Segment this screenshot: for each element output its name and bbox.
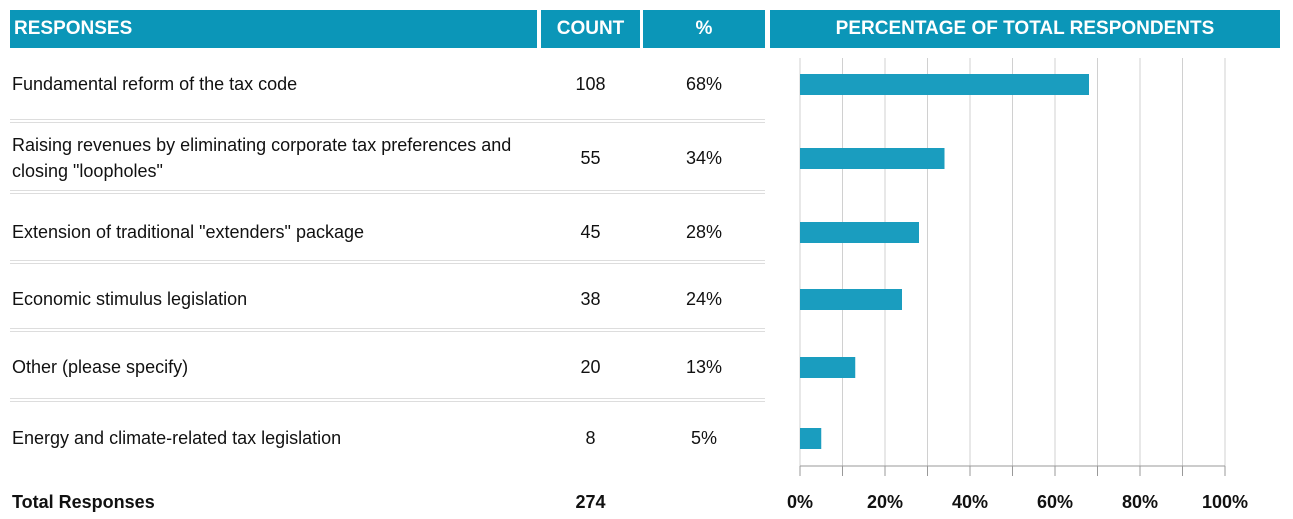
total-count: 274	[575, 492, 606, 512]
percent-cell: 34%	[685, 148, 723, 168]
count-cell: 45	[580, 222, 601, 242]
header-responses: RESPONSES	[10, 10, 537, 48]
header-count: COUNT	[541, 10, 640, 48]
row-separator	[10, 119, 765, 123]
count-cell: 38	[580, 289, 601, 309]
chart-title: PERCENTAGE OF TOTAL RESPONDENTS	[770, 10, 1280, 48]
total-label: Total Responses	[12, 492, 155, 512]
percent-cell: 5%	[690, 428, 717, 448]
row-separator	[10, 398, 765, 402]
header-percent: %	[643, 10, 765, 48]
count-cell: 20	[580, 357, 601, 377]
count-cell: 108	[575, 74, 606, 94]
x-tick-label: 0%	[787, 492, 813, 512]
response-label: Fundamental reform of the tax code	[12, 74, 298, 94]
x-tick-label: 100%	[1202, 492, 1248, 512]
bar	[800, 289, 902, 310]
bar	[800, 74, 1089, 95]
percent-cell: 13%	[685, 357, 723, 377]
row-separator	[10, 260, 765, 264]
x-tick-label: 20%	[867, 492, 903, 512]
bar	[800, 357, 856, 378]
response-label: Raising revenues by eliminating corporat…	[12, 135, 512, 181]
response-label: Extension of traditional "extenders" pac…	[12, 222, 364, 242]
response-label: Energy and climate-related tax legislati…	[12, 428, 342, 448]
x-tick-label: 80%	[1122, 492, 1158, 512]
count-cell: 55	[580, 148, 601, 168]
percent-cell: 28%	[685, 222, 723, 242]
bar	[800, 222, 919, 243]
row-separator	[10, 328, 765, 332]
x-tick-label: 40%	[952, 492, 988, 512]
count-cell: 8	[585, 428, 596, 448]
percent-cell: 68%	[685, 74, 723, 94]
row-separator	[10, 190, 765, 194]
response-label: Economic stimulus legislation	[12, 289, 248, 309]
bar	[800, 428, 822, 449]
percent-cell: 24%	[685, 289, 723, 309]
x-tick-label: 60%	[1037, 492, 1073, 512]
bar	[800, 148, 945, 169]
response-label: Other (please specify)	[12, 357, 189, 377]
